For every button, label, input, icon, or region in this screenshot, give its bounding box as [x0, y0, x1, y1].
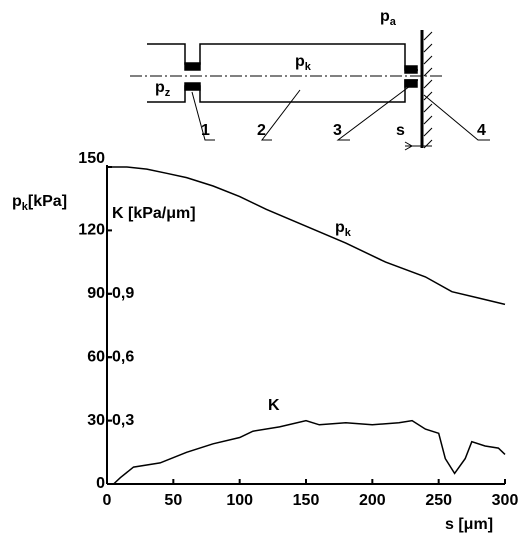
- x-tick-label: 200: [359, 492, 386, 509]
- series-line: [113, 419, 506, 485]
- orifice: [184, 82, 201, 91]
- hatch: [423, 31, 433, 149]
- x-tick-label: 50: [164, 492, 182, 509]
- x-tick-label: 0: [103, 492, 112, 509]
- y2-tick-label: 0,6: [112, 348, 134, 365]
- series-line: [107, 166, 506, 306]
- part-label: 1: [201, 122, 210, 139]
- y2-axis-label: K [kPa/μm]: [112, 205, 196, 222]
- gap-label: s: [396, 122, 405, 139]
- nozzle: [404, 65, 418, 74]
- x-tick-label: 100: [226, 492, 253, 509]
- pz-label: pz: [155, 79, 171, 99]
- y2-tick-label: 0,9: [112, 285, 134, 302]
- housing: [147, 43, 418, 103]
- pa-label: pa: [380, 8, 397, 28]
- y-axis-label: pk[kPa]: [12, 193, 67, 213]
- series-label-text: K: [268, 397, 280, 414]
- part-label: 3: [333, 122, 342, 139]
- series-label-sub: k: [345, 227, 352, 239]
- diagram: [130, 30, 490, 151]
- x-tick-label: 300: [492, 492, 519, 509]
- series-label-text: p: [335, 219, 345, 236]
- x-axis-label: s [μm]: [445, 516, 493, 533]
- leaders: [191, 85, 490, 141]
- part-label: 2: [257, 122, 266, 139]
- series-label: pk: [335, 219, 352, 239]
- orifice: [184, 62, 201, 71]
- y-tick-label: 60: [87, 348, 105, 365]
- part-label: 4: [477, 122, 486, 139]
- x-tick-label: 150: [293, 492, 320, 509]
- pk-label: pk: [295, 53, 312, 73]
- x-tick-label: 250: [425, 492, 452, 509]
- y-tick-label: 120: [78, 222, 105, 239]
- gap-arrow: [404, 141, 432, 151]
- y2-tick-label: 0,3: [112, 412, 134, 429]
- series-label: K: [268, 397, 280, 414]
- y-tick-label: 30: [87, 412, 105, 429]
- nozzle: [404, 79, 418, 88]
- y-tick-label: 150: [78, 150, 105, 167]
- y-tick-label: 0: [96, 475, 105, 492]
- y-tick-label: 90: [87, 285, 105, 302]
